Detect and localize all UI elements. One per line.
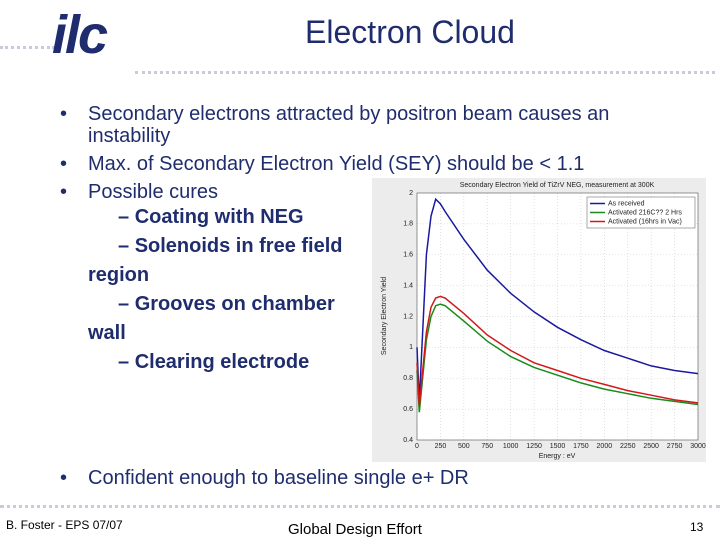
bullet: Possible cures Coating with NEG Solenoid… [60,181,660,377]
plot-frame [416,192,699,441]
bullet-text: Possible cures [88,181,219,203]
bullet: Confident enough to baseline single e+ D… [60,467,660,489]
footer-center: Global Design Effort [288,521,422,538]
y-tick-label: 1.8 [403,221,413,228]
bullet: Max. of Secondary Electron Yield (SEY) s… [60,153,660,175]
sub-item: Solenoids in free field region [88,232,348,290]
bullet-list: Confident enough to baseline single e+ D… [60,467,660,495]
y-tick-label: 2 [409,190,413,197]
logo: ilc [52,5,108,65]
y-tick-label: 1 [409,344,413,351]
dotted-rule [0,46,55,49]
x-tick-label: 1750 [573,443,589,450]
slide-title: Electron Cloud [305,14,515,50]
x-tick-label: 1500 [550,443,566,450]
x-tick-label: 1250 [526,443,542,450]
x-tick-label: 0 [415,443,419,450]
y-tick-label: 0.8 [403,375,413,382]
sub-text: Clearing electrode [88,351,309,373]
legend-label: Activated (16hrs in Vac) [608,218,682,225]
y-tick-label: 1.6 [403,252,413,259]
sub-text: Grooves on chamber wall [88,293,335,344]
legend-label: Activated 216C?? 2 Hrs [608,209,682,216]
y-tick-label: 0.6 [403,406,413,413]
chart-title: Secondary Electron Yield of TiZrV NEG, m… [460,182,655,189]
data-line [416,295,699,407]
x-tick-label: 2750 [667,443,683,450]
chart: Secondary Electron Yield of TiZrV NEG, m… [372,178,706,462]
sub-text: Coating with NEG [88,206,304,228]
page-number: 13 [690,520,704,534]
x-tick-label: 250 [435,443,447,450]
x-tick-label: 3000 [690,443,706,450]
sub-item: Grooves on chamber wall [88,290,348,348]
footer-author: B. Foster - EPS 07/07 [6,518,123,532]
y-tick-label: 1.4 [403,282,413,289]
x-tick-label: 1000 [503,443,519,450]
dotted-rule [0,505,720,508]
data-line [416,197,699,402]
x-tick-label: 2000 [597,443,613,450]
x-tick-label: 750 [481,443,493,450]
bullet: Secondary electrons attracted by positro… [60,103,660,147]
sub-item: Clearing electrode [88,348,348,377]
x-axis-label: Energy : eV [539,453,576,460]
dotted-rule [135,71,715,74]
y-axis-label: Secondary Electron Yield [381,277,388,355]
y-tick-label: 0.4 [403,437,413,444]
y-tick-label: 1.2 [403,313,413,320]
bullet-list: Secondary electrons attracted by positro… [60,103,660,383]
sub-text: Solenoids in free field region [88,235,343,286]
legend-label: As received [608,200,645,207]
x-tick-label: 2250 [620,443,636,450]
x-tick-label: 500 [458,443,470,450]
data-line [416,303,699,413]
sub-item: Coating with NEG [88,203,348,232]
x-tick-label: 2500 [643,443,659,450]
